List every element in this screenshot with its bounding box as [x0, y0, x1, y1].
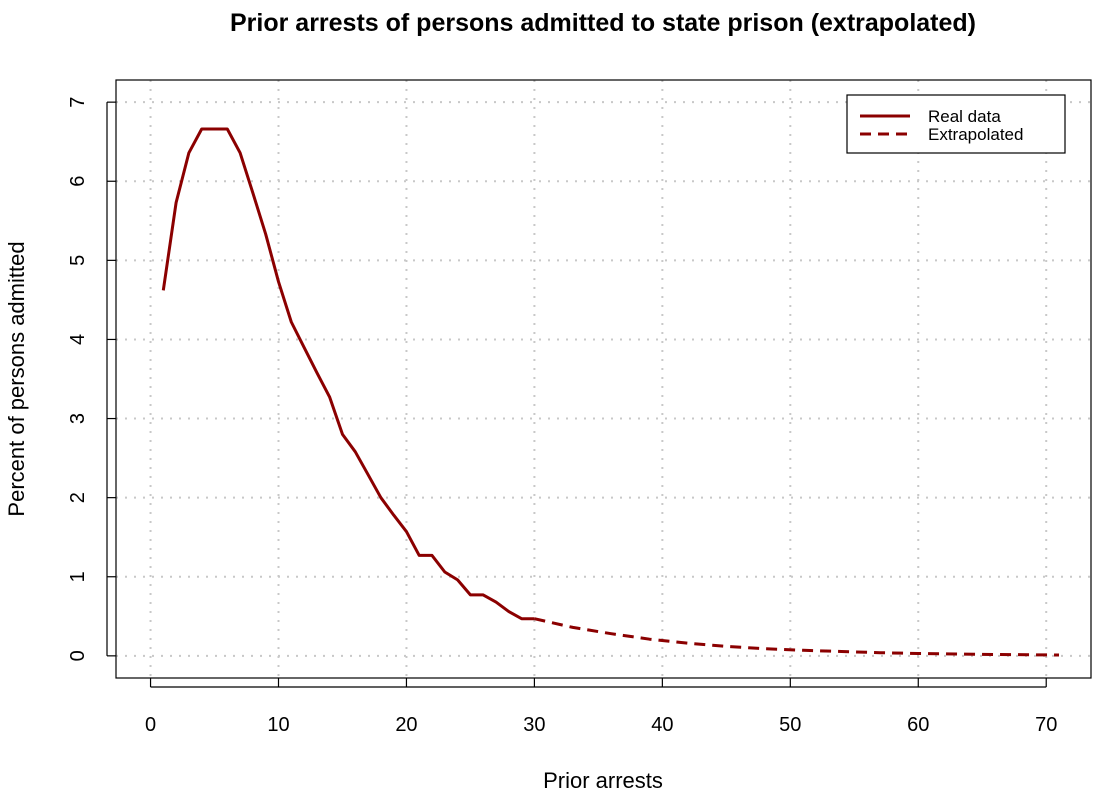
x-tick-label: 60	[907, 714, 929, 736]
x-tick-label: 20	[395, 714, 417, 736]
y-tick-label: 3	[67, 413, 89, 424]
series-line-extrapolated	[534, 617, 1060, 657]
x-tick-label: 10	[267, 714, 289, 736]
x-tick-label: 70	[1035, 714, 1057, 736]
y-tick-label: 4	[67, 334, 89, 345]
legend-label-real-data: Real data	[928, 107, 1001, 126]
x-tick-label: 40	[651, 714, 673, 736]
y-tick-label: 1	[67, 571, 89, 582]
y-tick-label: 7	[67, 97, 89, 108]
legend-box	[846, 94, 1066, 154]
legend-label-extrapolated: Extrapolated	[928, 125, 1023, 144]
x-tick-label: 30	[523, 714, 545, 736]
y-tick-label: 2	[67, 492, 89, 503]
x-tick-label: 50	[779, 714, 801, 736]
legend: Real data Extrapolated	[846, 94, 1066, 154]
y-axis-title: Percent of persons admitted	[4, 241, 29, 516]
data-series	[161, 127, 1060, 657]
series-line-real-data	[161, 127, 535, 621]
x-tick-label: 0	[145, 714, 156, 736]
gridlines	[116, 80, 1091, 678]
x-axis-title: Prior arrests	[543, 768, 663, 793]
y-tick-label: 5	[67, 255, 89, 266]
chart-title: Prior arrests of persons admitted to sta…	[230, 9, 976, 37]
y-tick-label: 6	[67, 176, 89, 187]
x-axis: 0 10 20 30 40 50 60 70	[145, 678, 1057, 736]
y-axis: 0 1 2 3 4 5 6 7	[67, 97, 116, 661]
y-tick-label: 0	[67, 650, 89, 661]
plot-area-border	[115, 79, 1092, 679]
